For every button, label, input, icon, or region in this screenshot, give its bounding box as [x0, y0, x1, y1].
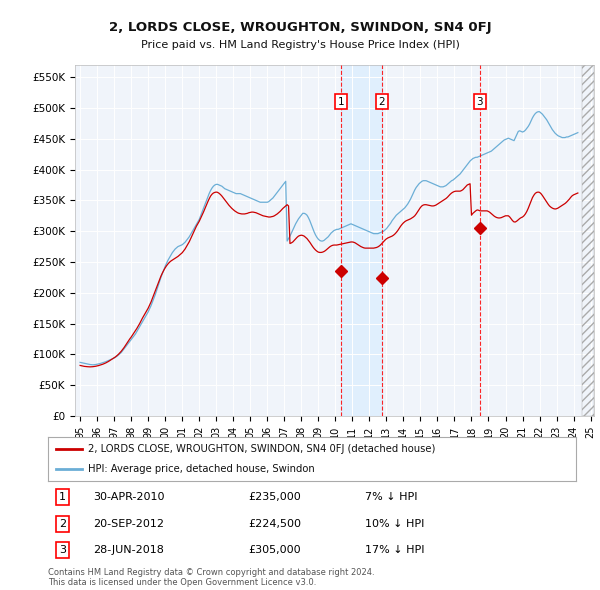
Text: Contains HM Land Registry data © Crown copyright and database right 2024.: Contains HM Land Registry data © Crown c…	[48, 568, 374, 576]
Text: 3: 3	[476, 97, 483, 107]
Text: 2: 2	[379, 97, 385, 107]
Text: £235,000: £235,000	[248, 492, 301, 502]
Text: This data is licensed under the Open Government Licence v3.0.: This data is licensed under the Open Gov…	[48, 578, 316, 587]
Text: £224,500: £224,500	[248, 519, 302, 529]
Text: 2, LORDS CLOSE, WROUGHTON, SWINDON, SN4 0FJ: 2, LORDS CLOSE, WROUGHTON, SWINDON, SN4 …	[109, 21, 491, 34]
Text: 30-APR-2010: 30-APR-2010	[93, 492, 164, 502]
Text: 20-SEP-2012: 20-SEP-2012	[93, 519, 164, 529]
Text: 2: 2	[59, 519, 67, 529]
Text: 2, LORDS CLOSE, WROUGHTON, SWINDON, SN4 0FJ (detached house): 2, LORDS CLOSE, WROUGHTON, SWINDON, SN4 …	[88, 444, 435, 454]
Text: 28-JUN-2018: 28-JUN-2018	[93, 545, 164, 555]
Text: 3: 3	[59, 545, 66, 555]
Text: 1: 1	[59, 492, 66, 502]
Text: 1: 1	[338, 97, 344, 107]
Text: £305,000: £305,000	[248, 545, 301, 555]
Text: HPI: Average price, detached house, Swindon: HPI: Average price, detached house, Swin…	[88, 464, 314, 474]
Text: Price paid vs. HM Land Registry's House Price Index (HPI): Price paid vs. HM Land Registry's House …	[140, 40, 460, 50]
Bar	[341, 65, 382, 416]
Text: 7% ↓ HPI: 7% ↓ HPI	[365, 492, 418, 502]
Text: 10% ↓ HPI: 10% ↓ HPI	[365, 519, 424, 529]
Text: 17% ↓ HPI: 17% ↓ HPI	[365, 545, 424, 555]
